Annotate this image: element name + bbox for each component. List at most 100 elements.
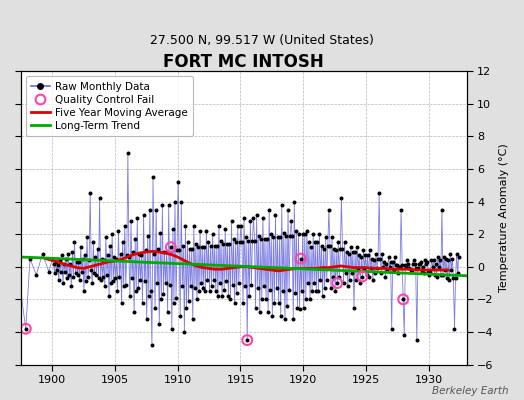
Point: [379, 264, 387, 270]
Point: [250, 238, 259, 244]
Point: [401, 262, 409, 268]
Point: [336, 246, 345, 252]
Point: [86, 190, 94, 197]
Point: [325, 206, 333, 213]
Point: [205, 288, 214, 294]
Point: [85, 257, 93, 264]
Point: [170, 300, 178, 306]
Point: [343, 249, 351, 255]
Point: [311, 239, 320, 246]
Point: [271, 212, 280, 218]
Point: [433, 254, 442, 260]
Point: [436, 272, 445, 278]
Point: [132, 288, 140, 294]
Point: [447, 267, 455, 273]
Point: [390, 254, 399, 260]
Point: [452, 250, 461, 257]
Point: [361, 267, 369, 273]
Point: [187, 283, 195, 290]
Point: [182, 304, 191, 311]
Point: [310, 280, 319, 286]
Point: [288, 233, 297, 239]
Point: [215, 223, 223, 229]
Point: [418, 268, 426, 275]
Point: [92, 272, 101, 278]
Point: [100, 257, 108, 264]
Point: [222, 278, 231, 285]
Point: [143, 316, 151, 322]
Point: [330, 246, 339, 252]
Point: [243, 337, 252, 343]
Point: [75, 277, 84, 283]
Point: [443, 275, 451, 281]
Point: [210, 277, 218, 283]
Point: [240, 215, 248, 221]
Point: [431, 260, 440, 267]
Point: [116, 250, 125, 257]
Point: [249, 215, 258, 221]
Point: [224, 293, 233, 299]
Point: [442, 256, 450, 262]
Point: [407, 267, 416, 273]
Point: [243, 337, 252, 343]
Point: [348, 270, 356, 276]
Point: [368, 256, 376, 262]
Point: [262, 296, 270, 302]
Point: [102, 234, 110, 241]
Point: [69, 273, 78, 280]
Point: [159, 291, 168, 298]
Point: [153, 280, 161, 286]
Point: [83, 234, 91, 241]
Point: [107, 280, 115, 286]
Point: [64, 250, 72, 257]
Point: [445, 277, 453, 283]
Point: [48, 256, 57, 262]
Point: [236, 239, 244, 246]
Point: [318, 242, 326, 249]
Point: [341, 239, 349, 246]
Point: [302, 296, 310, 302]
Point: [127, 218, 135, 224]
Point: [365, 273, 373, 280]
Point: [358, 273, 367, 280]
Point: [129, 249, 137, 255]
Point: [345, 250, 353, 257]
Point: [68, 249, 77, 255]
Point: [60, 260, 68, 267]
Point: [51, 259, 60, 265]
Point: [441, 267, 449, 273]
Point: [322, 234, 330, 241]
Point: [195, 288, 203, 294]
Point: [26, 256, 34, 262]
Point: [65, 272, 73, 278]
Point: [394, 270, 402, 276]
Point: [220, 286, 228, 293]
Point: [235, 280, 243, 286]
Point: [268, 312, 277, 319]
Point: [99, 273, 107, 280]
Point: [189, 316, 197, 322]
Point: [232, 239, 240, 246]
Point: [305, 239, 313, 246]
Point: [266, 286, 275, 293]
Point: [261, 236, 269, 242]
Point: [429, 257, 438, 264]
Point: [413, 265, 422, 272]
Point: [62, 256, 70, 262]
Point: [221, 226, 230, 232]
Point: [144, 233, 152, 239]
Point: [313, 239, 322, 246]
Point: [380, 259, 388, 265]
Point: [130, 309, 138, 316]
Point: [432, 273, 441, 280]
Point: [359, 247, 368, 254]
Point: [307, 244, 315, 250]
Point: [344, 283, 352, 290]
Point: [108, 231, 116, 237]
Point: [112, 256, 121, 262]
Point: [203, 277, 212, 283]
Point: [304, 280, 312, 286]
Point: [219, 241, 227, 247]
Point: [260, 283, 268, 290]
Point: [362, 252, 370, 258]
